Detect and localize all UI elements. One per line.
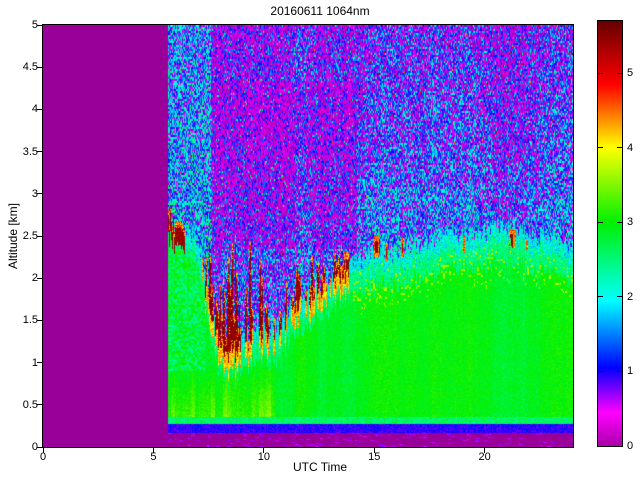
- y-tick-mark: [37, 66, 42, 68]
- y-tick-mark: [37, 193, 42, 195]
- x-tick-mark: [152, 448, 154, 453]
- heatmap-canvas: [43, 25, 573, 447]
- colorbar-tick-label: 1: [627, 365, 634, 378]
- colorbar-tick-label: 3: [627, 216, 634, 229]
- y-tick-mark: [37, 404, 42, 406]
- plot-area: [42, 24, 574, 448]
- colorbar-tick-mark: [598, 445, 603, 447]
- colorbar-tick-mark: [598, 296, 603, 298]
- colorbar-tick-mark: [617, 221, 622, 223]
- y-tick-mark: [37, 362, 42, 364]
- colorbar-tick-mark: [598, 72, 603, 74]
- y-tick-label: 5: [31, 19, 38, 31]
- plot-title: 20160611 1064nm: [270, 4, 370, 18]
- colorbar: [597, 20, 623, 447]
- colorbar-tick-label: 2: [627, 290, 634, 303]
- y-tick-label: 3: [31, 187, 38, 200]
- colorbar-tick-mark: [598, 370, 603, 372]
- y-tick-label: 4: [31, 103, 38, 116]
- colorbar-tick-mark: [617, 147, 622, 149]
- colorbar-tick-label: 5: [627, 67, 634, 80]
- colorbar-tick-mark: [598, 221, 603, 223]
- y-tick-mark: [37, 151, 42, 153]
- colorbar-tick-mark: [617, 370, 622, 372]
- y-tick-mark: [37, 108, 42, 110]
- x-tick-label: 10: [257, 451, 270, 463]
- y-tick-mark: [37, 446, 42, 448]
- y-tick-mark: [37, 277, 42, 279]
- y-tick-label: 3.5: [22, 145, 38, 158]
- x-tick-mark: [42, 448, 44, 453]
- x-tick-label: 0: [39, 451, 47, 463]
- y-tick-label: 1: [31, 356, 38, 369]
- y-tick-label: 0: [31, 441, 38, 453]
- x-tick-mark: [373, 448, 375, 453]
- colorbar-tick-label: 4: [627, 141, 634, 154]
- y-tick-mark: [37, 319, 42, 321]
- y-tick-label: 4.5: [22, 61, 38, 74]
- y-tick-mark: [37, 235, 42, 237]
- x-tick-label: 15: [368, 451, 381, 463]
- y-tick-label: 2: [31, 272, 38, 285]
- colorbar-gradient: [598, 21, 622, 446]
- y-tick-label: 0.5: [22, 398, 38, 411]
- x-tick-mark: [263, 448, 265, 453]
- colorbar-tick-mark: [598, 147, 603, 149]
- x-tick-label: 5: [150, 451, 157, 463]
- y-tick-mark: [37, 24, 42, 26]
- y-tick-label: 1.5: [22, 314, 38, 327]
- x-axis-label: UTC Time: [293, 460, 347, 474]
- colorbar-tick-mark: [617, 296, 622, 298]
- x-tick-mark: [484, 448, 486, 453]
- y-tick-label: 2.5: [22, 230, 38, 242]
- colorbar-tick-label: 0: [627, 440, 634, 452]
- colorbar-tick-mark: [617, 445, 622, 447]
- x-tick-label: 20: [478, 451, 491, 463]
- colorbar-tick-mark: [617, 72, 622, 74]
